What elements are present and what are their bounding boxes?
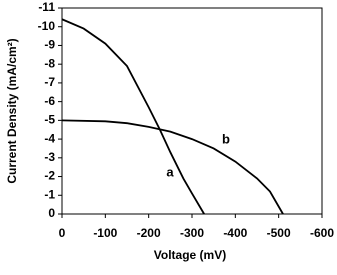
curve-label: b [222, 131, 230, 146]
curve [61, 119, 284, 215]
x-tick-label: -500 [267, 226, 291, 240]
x-axis-label: Voltage (mV) [154, 248, 226, 262]
x-tick-label: -100 [93, 226, 117, 240]
y-tick-label: -9 [44, 38, 55, 52]
x-tick-label: 0 [59, 226, 66, 240]
y-tick-label: -8 [44, 56, 55, 70]
y-tick-label: 0 [48, 206, 55, 220]
y-tick-label: -10 [38, 19, 56, 33]
y-tick-label: -11 [38, 0, 55, 14]
y-tick-label: -5 [44, 113, 55, 127]
y-axis-label: Current Density (mA/cm²) [5, 38, 19, 183]
plot-frame [61, 7, 323, 215]
x-tick-label: -400 [223, 226, 247, 240]
y-tick-label: -6 [44, 94, 55, 108]
curve [61, 18, 205, 215]
x-tick-label: -600 [310, 226, 334, 240]
x-tick-label: -200 [137, 226, 161, 240]
y-tick-label: -2 [44, 169, 55, 183]
curve-label: a [166, 164, 174, 179]
x-tick-label: -300 [180, 226, 204, 240]
y-tick-label: -1 [44, 187, 55, 201]
y-tick-label: -7 [44, 75, 55, 89]
y-tick-label: -4 [44, 131, 55, 145]
y-tick-label: -3 [44, 150, 55, 164]
